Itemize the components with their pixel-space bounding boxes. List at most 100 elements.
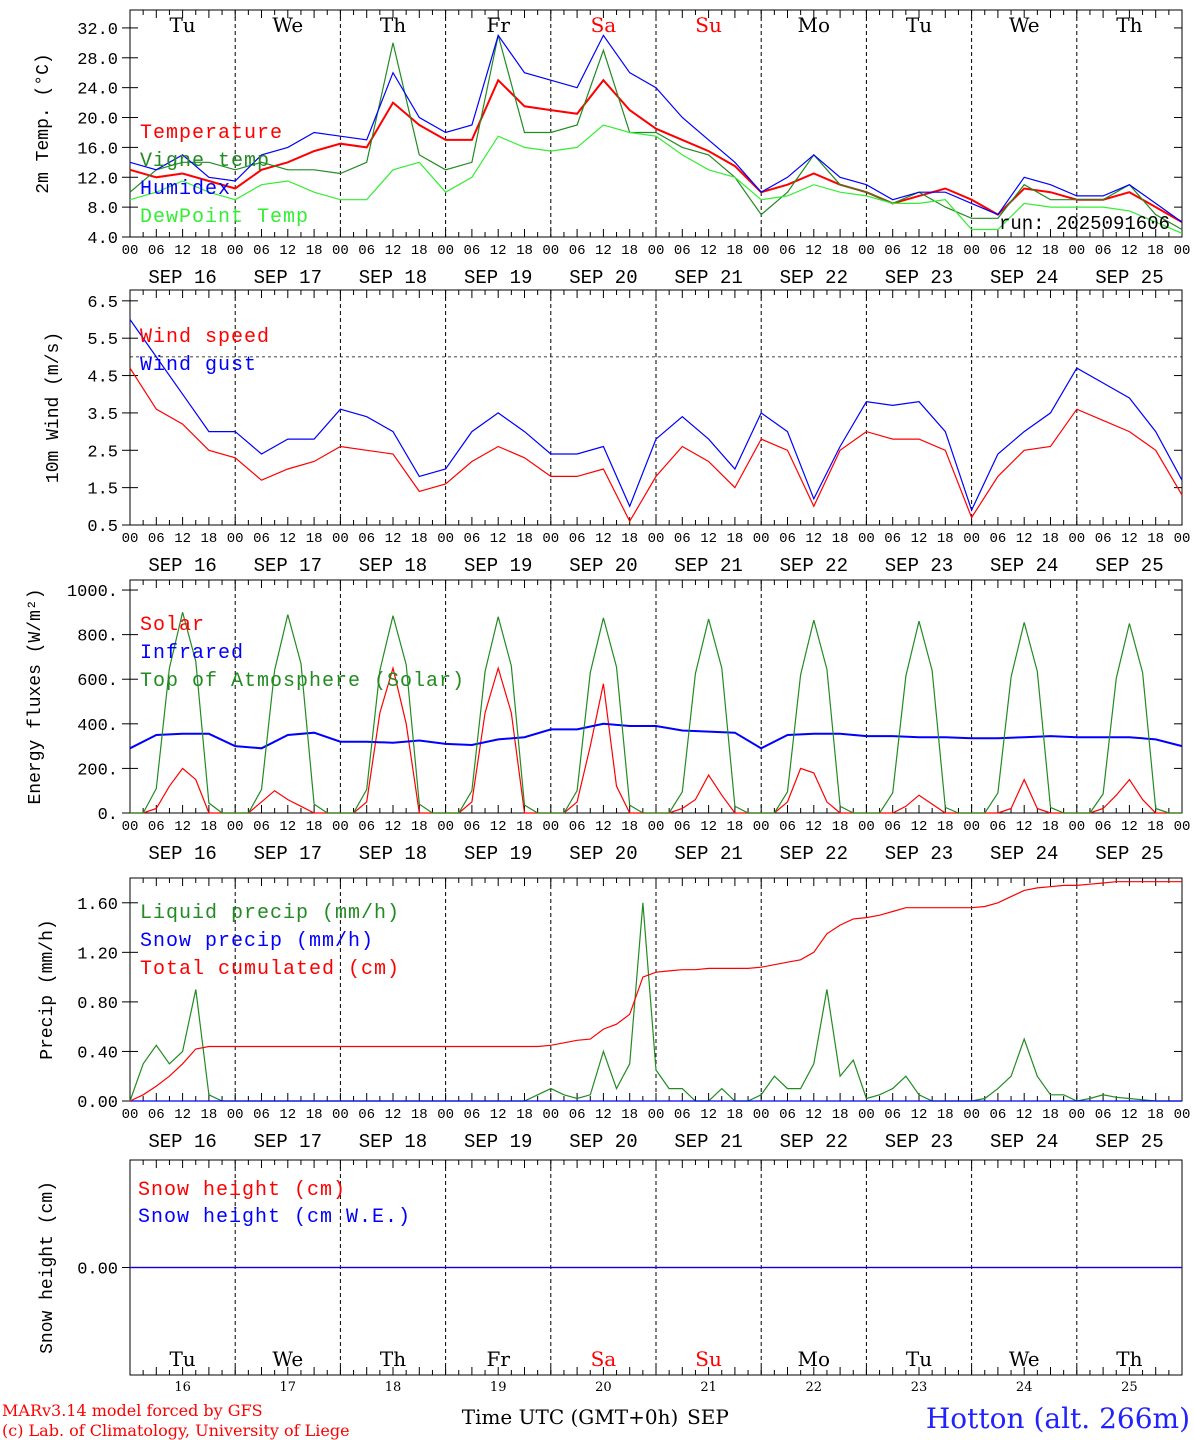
legend-entry: Total cumulated (cm) — [140, 958, 400, 981]
hour-label: 12 — [805, 243, 822, 259]
hour-label: 12 — [595, 1107, 612, 1123]
hour-label: 12 — [700, 819, 717, 835]
hour-label: 06 — [569, 819, 586, 835]
hour-label: 06 — [674, 819, 691, 835]
hour-label: 06 — [463, 1107, 480, 1123]
day-number: 22 — [806, 1380, 823, 1395]
hour-label: 06 — [358, 1107, 375, 1123]
hour-label: 18 — [726, 531, 743, 547]
hour-label: 18 — [516, 243, 533, 259]
series-line-temperature — [129, 78, 1183, 223]
x-axis-label: Time UTC (GMT+0h) — [462, 1405, 679, 1429]
hour-label: 00 — [542, 243, 559, 259]
date-label: SEP 22 — [780, 843, 848, 865]
hour-label: 06 — [253, 819, 270, 835]
legend-entry: Temperature — [140, 122, 283, 145]
panel-energy: 0. 200. 400. 600. 800. 1000. Energy fluxes (W/… — [26, 579, 1191, 865]
hour-label: 00 — [1174, 819, 1191, 835]
hour-label: 12 — [490, 1107, 507, 1123]
hour-label: 12 — [1016, 819, 1033, 835]
y-tick-label: 4.5 — [87, 369, 118, 388]
hour-label: 06 — [1095, 531, 1112, 547]
hour-label: 06 — [148, 531, 165, 547]
hour-label: 00 — [332, 531, 349, 547]
hour-label: 18 — [621, 819, 638, 835]
hour-label: 00 — [753, 531, 770, 547]
hour-label: 18 — [516, 819, 533, 835]
hour-label: 12 — [805, 531, 822, 547]
hour-label: 00 — [227, 243, 244, 259]
y-tick-label: 32.0 — [77, 21, 118, 40]
weekday-label: Fr — [486, 1347, 510, 1371]
panel-temp: 4.0 8.0 12.0 16.0 20.0 24.0 28.0 32.0 2m Temp. (… — [34, 9, 1191, 289]
date-label: SEP 24 — [990, 1131, 1058, 1153]
hour-label: 18 — [621, 1107, 638, 1123]
hour-label: 18 — [411, 531, 428, 547]
y-tick-label: 0.40 — [77, 1044, 118, 1063]
hour-label: 06 — [1095, 1107, 1112, 1123]
hour-label: 06 — [779, 819, 796, 835]
series-line-total-cumulated-cm — [129, 881, 1182, 1102]
legend-entry: Snow height (cm W.E.) — [138, 1206, 411, 1229]
y-tick-label: 1000. — [67, 583, 118, 602]
credit-model: MARv3.14 model forced by GFS — [2, 1401, 263, 1420]
hour-label: 06 — [779, 531, 796, 547]
y-tick-label: 200. — [77, 761, 118, 780]
hour-label: 18 — [200, 243, 217, 259]
date-label: SEP 24 — [990, 555, 1058, 577]
hour-label: 00 — [227, 1107, 244, 1123]
y-tick-label: 600. — [77, 672, 118, 691]
y-tick-label: 24.0 — [77, 81, 118, 100]
hour-label: 06 — [779, 243, 796, 259]
hour-label: 18 — [516, 1107, 533, 1123]
date-label: SEP 20 — [569, 555, 637, 577]
legend-entry: DewPoint Temp — [140, 206, 309, 229]
hour-label: 06 — [674, 531, 691, 547]
hour-label: 00 — [648, 819, 665, 835]
date-label: SEP 16 — [148, 843, 216, 865]
hour-label: 18 — [937, 243, 954, 259]
hour-label: 00 — [1174, 243, 1191, 259]
hour-label: 00 — [542, 1107, 559, 1123]
hour-label: 12 — [385, 819, 402, 835]
weekday-label: Mo — [798, 13, 831, 37]
date-label: SEP 18 — [359, 267, 427, 289]
y-tick-label: 0.00 — [77, 1094, 118, 1113]
hour-label: 00 — [437, 243, 454, 259]
date-label: SEP 18 — [359, 843, 427, 865]
date-label: SEP 20 — [569, 843, 637, 865]
date-label: SEP 23 — [885, 843, 953, 865]
hour-label: 18 — [832, 531, 849, 547]
date-label: SEP 19 — [464, 1131, 532, 1153]
hour-label: 06 — [463, 243, 480, 259]
date-label: SEP 16 — [148, 1131, 216, 1153]
hour-label: 12 — [1121, 531, 1138, 547]
hour-label: 00 — [753, 819, 770, 835]
series-line-wind-speed — [129, 367, 1183, 523]
hour-label: 18 — [1147, 819, 1164, 835]
hour-label: 06 — [148, 243, 165, 259]
date-label: SEP 23 — [885, 267, 953, 289]
y-axis-label: 2m Temp. (°C) — [34, 53, 54, 193]
hour-label: 00 — [332, 819, 349, 835]
hour-label: 00 — [542, 531, 559, 547]
hour-label: 06 — [463, 531, 480, 547]
hour-label: 18 — [306, 243, 323, 259]
y-tick-label: 0.80 — [77, 995, 118, 1014]
hour-label: 00 — [753, 1107, 770, 1123]
hour-label: 18 — [937, 531, 954, 547]
date-label: SEP 22 — [780, 1131, 848, 1153]
hour-label: 12 — [490, 531, 507, 547]
hour-label: 06 — [253, 531, 270, 547]
date-label: SEP 23 — [885, 1131, 953, 1153]
weekday-label: Su — [695, 13, 722, 37]
y-tick-label: 0.00 — [77, 1261, 118, 1280]
hour-label: 06 — [989, 819, 1006, 835]
hour-label: 12 — [1016, 243, 1033, 259]
hour-label: 06 — [884, 1107, 901, 1123]
hour-label: 06 — [358, 819, 375, 835]
weekday-label: Th — [380, 1347, 406, 1371]
legend-entry: Wind speed — [140, 326, 270, 349]
hour-label: 12 — [700, 243, 717, 259]
